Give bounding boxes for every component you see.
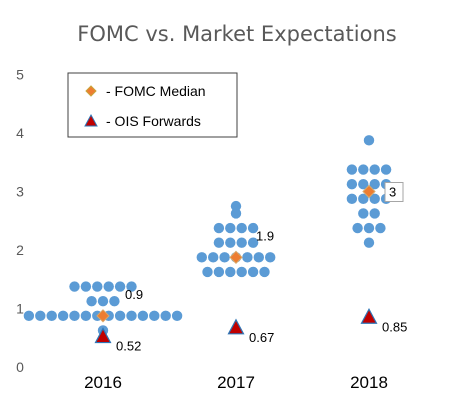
dot-point [259, 266, 270, 278]
dot-point [363, 222, 375, 234]
ois-forwards-series [94, 308, 378, 344]
dot-point [213, 266, 225, 278]
dot-point [57, 310, 69, 322]
dot-point [369, 208, 380, 219]
dot-point [97, 295, 109, 307]
dot-point [380, 164, 392, 175]
dot-point [242, 252, 253, 263]
dot-point [149, 310, 160, 322]
dot-point [358, 193, 369, 205]
fomc-median-series [96, 184, 376, 323]
ois-forward-marker [227, 318, 245, 335]
dot-point [80, 310, 92, 322]
legend-diamond-icon [85, 85, 97, 97]
dot-plot-series [23, 135, 392, 336]
dot-point [265, 252, 276, 263]
fomc-median-marker [362, 184, 376, 199]
dot-point [69, 310, 80, 322]
dot-point [230, 208, 242, 219]
dot-point [80, 281, 92, 292]
y-tick-label: 3 [16, 184, 24, 200]
dot-point [247, 222, 259, 234]
dot-point [225, 222, 236, 234]
dot-point [137, 310, 149, 322]
ois-forward-marker [360, 308, 378, 324]
fomc-median-marker [96, 309, 110, 323]
dot-point [103, 281, 114, 292]
dot-point [114, 281, 126, 292]
legend: - FOMC Median - OIS Forwards [67, 72, 238, 138]
dot-point [247, 266, 259, 278]
dot-point [369, 178, 380, 190]
dot-point [346, 164, 358, 175]
fomc-median-marker [229, 250, 243, 265]
dot-point [363, 135, 375, 146]
dot-point [236, 266, 247, 278]
dot-point [171, 310, 183, 322]
y-tick-label: 2 [16, 242, 24, 258]
x-tick-label: 2016 [84, 373, 122, 392]
dot-point [375, 222, 386, 234]
dot-point [346, 178, 358, 190]
data-labels: 0.9 1.9 3 0.52 0.67 0.85 [116, 182, 407, 354]
median-data-label: 1.9 [256, 228, 274, 243]
dot-point [230, 200, 242, 212]
x-tick-label: 2018 [350, 373, 388, 392]
ois-data-label: 0.85 [382, 319, 407, 334]
x-axis: 2016 2017 2018 [84, 373, 388, 392]
dot-point [352, 222, 363, 234]
ois-data-label: 0.67 [249, 330, 274, 345]
dot-point [213, 222, 225, 234]
dot-point [253, 252, 264, 263]
dot-point [69, 281, 80, 292]
dot-point [23, 310, 35, 322]
dot-point [109, 295, 120, 307]
dot-point [126, 310, 137, 322]
dot-point [346, 193, 358, 205]
dot-point [225, 237, 236, 248]
median-label-box [384, 182, 404, 202]
dot-point [213, 237, 225, 248]
dot-point [196, 252, 207, 263]
dot-point [126, 281, 137, 292]
dot-point [208, 252, 219, 263]
dot-point [369, 164, 380, 175]
dot-point [35, 310, 46, 322]
dot-point [46, 310, 57, 322]
dot-point [86, 295, 97, 307]
dot-point [358, 164, 369, 175]
dot-point [92, 281, 103, 292]
dot-point [236, 237, 247, 248]
legend-label-fomc-median: - FOMC Median [106, 83, 206, 99]
y-tick-label: 0 [16, 359, 24, 375]
y-tick-label: 4 [16, 125, 24, 141]
ois-forward-marker [94, 327, 112, 344]
dot-point [160, 310, 171, 322]
dot-point [236, 222, 247, 234]
dot-point [114, 310, 126, 322]
dot-point [369, 193, 380, 205]
x-tick-label: 2017 [217, 373, 255, 392]
y-tick-label: 5 [16, 67, 24, 83]
dot-point [247, 237, 259, 248]
y-tick-label: 1 [16, 301, 24, 317]
dot-point [358, 178, 369, 190]
legend-label-ois-forwards: - OIS Forwards [106, 113, 201, 129]
y-axis: 0 1 2 3 4 5 [16, 67, 24, 376]
chart-title: FOMC vs. Market Expectations [77, 22, 396, 46]
dot-point [219, 252, 230, 263]
dot-point [358, 208, 369, 219]
dot-point [363, 237, 375, 248]
median-data-label: 0.9 [125, 287, 143, 302]
legend-triangle-icon [84, 113, 98, 127]
median-data-label: 3 [389, 185, 396, 200]
dot-point [225, 266, 236, 278]
dot-point [202, 266, 213, 278]
ois-data-label: 0.52 [116, 339, 141, 354]
